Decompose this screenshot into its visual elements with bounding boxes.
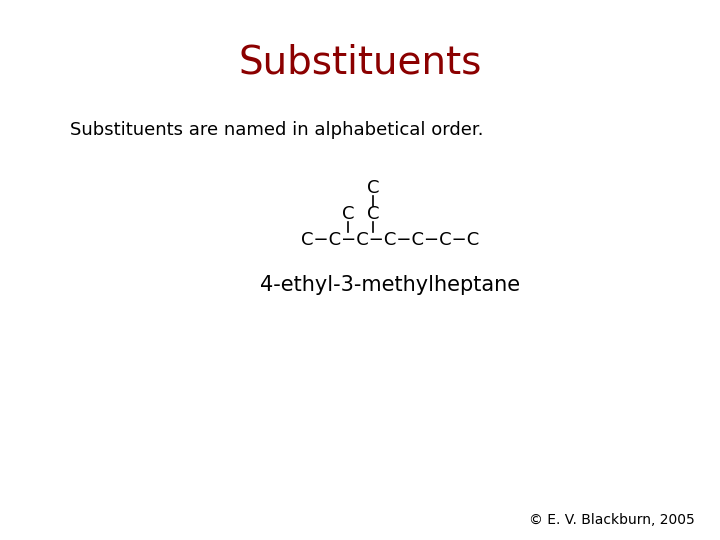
- Text: C: C: [366, 179, 379, 197]
- Text: © E. V. Blackburn, 2005: © E. V. Blackburn, 2005: [529, 513, 695, 527]
- Text: 4-ethyl-3-methylheptane: 4-ethyl-3-methylheptane: [260, 275, 520, 295]
- Text: C−C−C−C−C−C−C: C−C−C−C−C−C−C: [301, 231, 479, 249]
- Text: C: C: [366, 205, 379, 223]
- Text: C: C: [342, 205, 354, 223]
- Text: Substituents are named in alphabetical order.: Substituents are named in alphabetical o…: [70, 121, 484, 139]
- Text: Substituents: Substituents: [238, 43, 482, 81]
